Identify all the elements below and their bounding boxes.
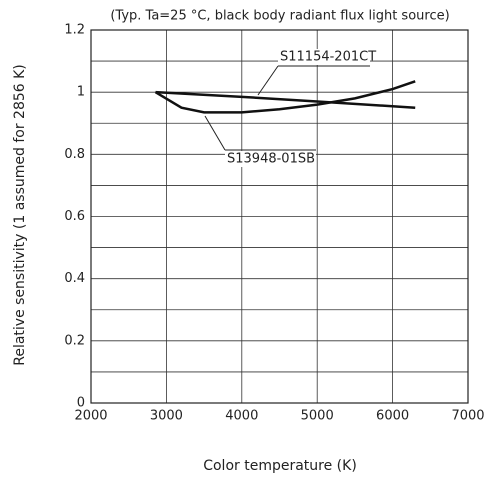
leader-line: [257, 65, 279, 96]
y-tick-label: 0: [77, 396, 85, 411]
y-tick-label: 0.2: [64, 333, 85, 348]
x-tick-label: 7000: [451, 409, 484, 424]
y-tick-label: 0.6: [64, 209, 85, 224]
y-tick-label: 1.2: [64, 23, 85, 38]
y-axis-label: Relative sensitivity (1 assumed for 2856…: [12, 64, 28, 366]
y-tick-label: 1: [77, 85, 85, 100]
leader-line: [204, 115, 226, 151]
series-label: S11154-201CT: [280, 50, 376, 65]
x-tick-label: 4000: [225, 409, 258, 424]
x-tick-label: 3000: [150, 409, 183, 424]
x-tick-label: 2000: [74, 409, 107, 424]
y-tick-label: 0.8: [64, 147, 85, 162]
x-tick-label: 6000: [376, 409, 409, 424]
plot-frame: [90, 29, 469, 404]
x-axis-label: Color temperature (K): [203, 458, 357, 474]
chart-subtitle: (Typ. Ta=25 °C, black body radiant flux …: [110, 9, 449, 24]
series-line: [154, 80, 416, 114]
series-label: S13948-01SB: [227, 152, 315, 167]
x-tick-label: 5000: [301, 409, 334, 424]
y-tick-label: 0.4: [64, 271, 85, 286]
label-bg: [225, 151, 316, 167]
label-bg: [278, 49, 370, 65]
series-line: [155, 90, 416, 109]
